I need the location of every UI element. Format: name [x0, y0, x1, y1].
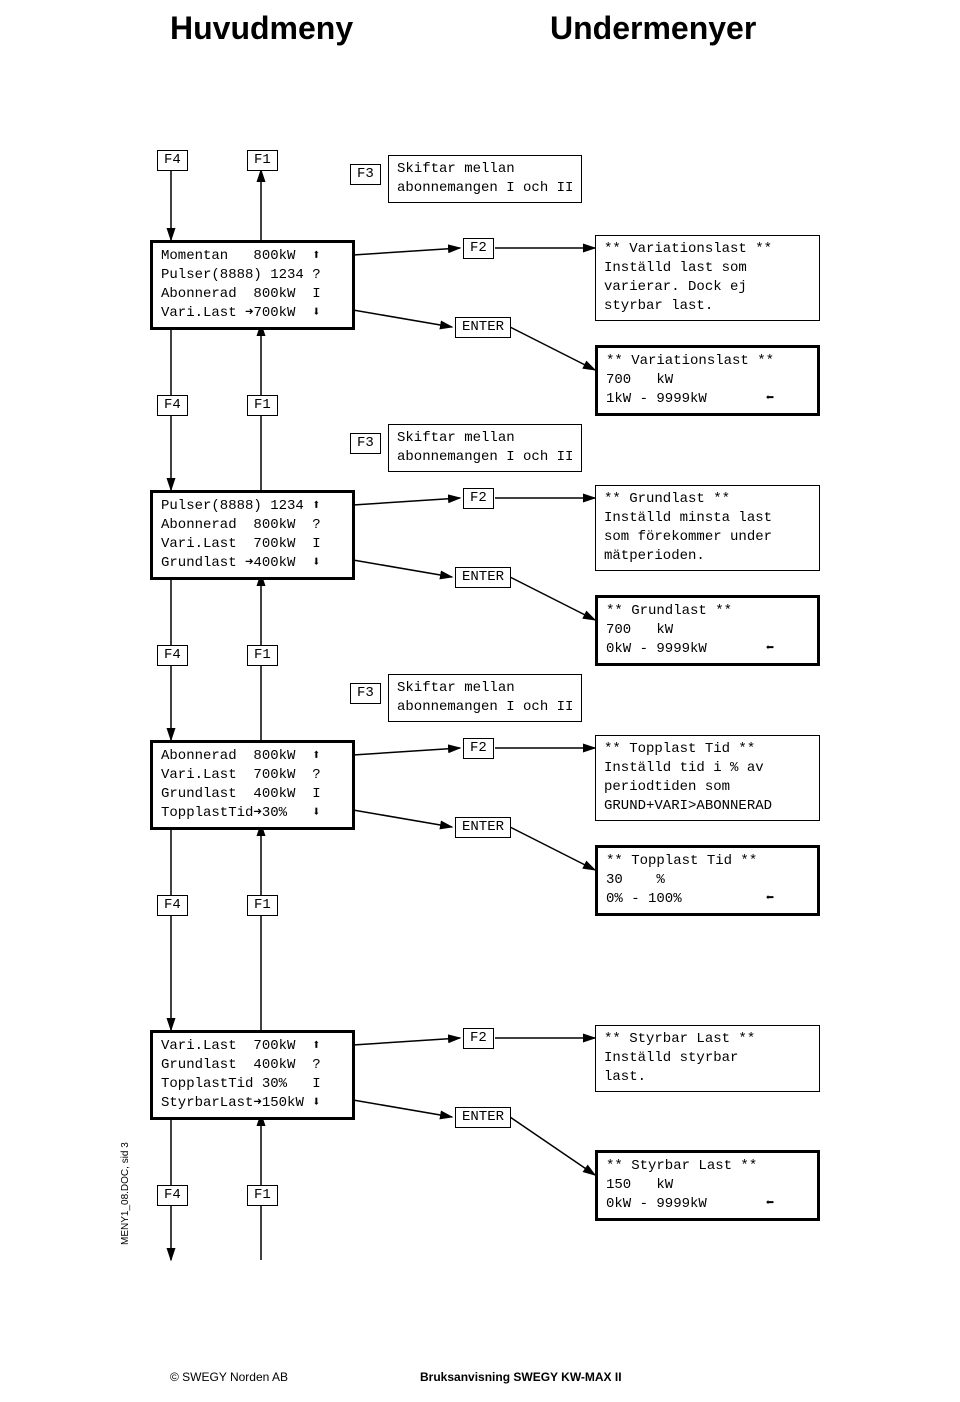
heading-undermenyer: Undermenyer [550, 10, 756, 47]
key-enter[interactable]: ENTER [455, 1107, 511, 1128]
menu-screen-1: Momentan 800kW ⬆ Pulser(8888) 1234 ? Abo… [150, 240, 355, 330]
edit-styrbar-last: ** Styrbar Last ** 150 kW 0kW - 9999kW ⬅ [595, 1150, 820, 1221]
edit-variationslast: ** Variationslast ** 700 kW 1kW - 9999kW… [595, 345, 820, 416]
key-f1[interactable]: F1 [247, 645, 278, 666]
key-f4[interactable]: F4 [157, 395, 188, 416]
f3-note: Skiftar mellan abonnemangen I och II [388, 424, 582, 472]
doc-sidenote: MENY1_08.DOC, sid 3 [120, 1142, 131, 1245]
menu-screen-2: Pulser(8888) 1234 ⬆ Abonnerad 800kW ? Va… [150, 490, 355, 580]
help-styrbar-last: ** Styrbar Last ** Inställd styrbar last… [595, 1025, 820, 1092]
key-f4[interactable]: F4 [157, 645, 188, 666]
help-grundlast: ** Grundlast ** Inställd minsta last som… [595, 485, 820, 571]
f3-note: Skiftar mellan abonnemangen I och II [388, 155, 582, 203]
key-f1[interactable]: F1 [247, 395, 278, 416]
heading-huvudmeny: Huvudmeny [170, 10, 353, 47]
key-f4[interactable]: F4 [157, 1185, 188, 1206]
key-f1[interactable]: F1 [247, 1185, 278, 1206]
key-enter[interactable]: ENTER [455, 817, 511, 838]
menu-screen-4: Vari.Last 700kW ⬆ Grundlast 400kW ? Topp… [150, 1030, 355, 1120]
key-enter[interactable]: ENTER [455, 317, 511, 338]
key-enter[interactable]: ENTER [455, 567, 511, 588]
key-f3[interactable]: F3 [350, 683, 381, 704]
help-topplast-tid: ** Topplast Tid ** Inställd tid i % av p… [595, 735, 820, 821]
key-f3[interactable]: F3 [350, 433, 381, 454]
footer-left: © SWEGY Norden AB [170, 1370, 288, 1384]
key-f4[interactable]: F4 [157, 895, 188, 916]
help-variationslast: ** Variationslast ** Inställd last som v… [595, 235, 820, 321]
f3-note: Skiftar mellan abonnemangen I och II [388, 674, 582, 722]
edit-topplast-tid: ** Topplast Tid ** 30 % 0% - 100% ⬅ [595, 845, 820, 916]
menu-screen-3: Abonnerad 800kW ⬆ Vari.Last 700kW ? Grun… [150, 740, 355, 830]
key-f2[interactable]: F2 [463, 1028, 494, 1049]
key-f1[interactable]: F1 [247, 150, 278, 171]
key-f1[interactable]: F1 [247, 895, 278, 916]
key-f2[interactable]: F2 [463, 238, 494, 259]
key-f3[interactable]: F3 [350, 164, 381, 185]
key-f2[interactable]: F2 [463, 488, 494, 509]
footer-right: Bruksanvisning SWEGY KW-MAX II [420, 1370, 622, 1384]
edit-grundlast: ** Grundlast ** 700 kW 0kW - 9999kW ⬅ [595, 595, 820, 666]
key-f4[interactable]: F4 [157, 150, 188, 171]
key-f2[interactable]: F2 [463, 738, 494, 759]
